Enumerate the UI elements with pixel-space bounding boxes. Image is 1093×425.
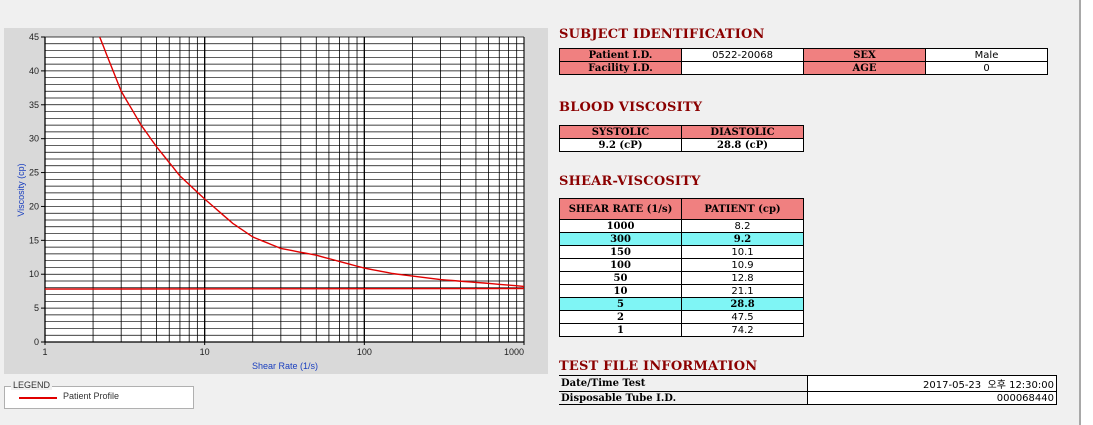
shear-rate-cell: 1 [559, 323, 682, 337]
y-tick-label: 5 [34, 303, 39, 313]
y-tick-label: 25 [29, 168, 39, 178]
diastolic-value: 28.8 (cP) [681, 138, 804, 152]
shear-rate-cell: 50 [559, 271, 682, 285]
y-tick-label: 30 [29, 134, 39, 144]
shear-row: 5 28.8 [559, 297, 804, 311]
tube-id-value: 000068440 [807, 391, 1057, 405]
shear-row: 10 21.1 [559, 284, 804, 298]
sex-value: Male [925, 48, 1048, 62]
patient-cp-cell: 28.8 [681, 297, 804, 311]
x-tick-label: 1 [42, 347, 47, 357]
patient-cp-header: PATIENT (cp) [681, 198, 804, 220]
patient-cp-cell: 74.2 [681, 323, 804, 337]
blood-viscosity-table: SYSTOLIC DIASTOLIC 9.2 (cP) 28.8 (cP) [559, 125, 804, 152]
shear-row: 300 9.2 [559, 232, 804, 246]
patient-cp-cell: 12.8 [681, 271, 804, 285]
y-tick-label: 20 [29, 201, 39, 211]
y-tick-label: 40 [29, 66, 39, 76]
shear-rate-header: SHEAR RATE (1/s) [559, 198, 682, 220]
sex-label: SEX [803, 48, 926, 62]
age-label: AGE [803, 61, 926, 75]
shear-rate-cell: 150 [559, 245, 682, 259]
plot-area [45, 37, 524, 342]
axes [44, 37, 524, 343]
blood-viscosity-title: BLOOD VISCOSITY [559, 100, 703, 115]
systolic-value: 9.2 (cP) [559, 138, 682, 152]
x-axis-title: Shear Rate (1/s) [252, 361, 318, 371]
patient-cp-cell: 8.2 [681, 219, 804, 233]
patient-cp-cell: 21.1 [681, 284, 804, 298]
shear-viscosity-table: SHEAR RATE (1/s) PATIENT (cp) 1000 8.2 300… [559, 198, 804, 337]
tick-labels: 1 10 100 1000 0 5 10 15 20 25 30 35 40 45 [29, 32, 525, 357]
age-value: 0 [925, 61, 1048, 75]
series-lines [44, 36, 525, 290]
shear-rate-cell: 300 [559, 232, 682, 246]
shear-viscosity-rows: 1000 8.2 300 9.2 150 10.1 100 10.9 50 12.8 10 21.1 5… [559, 219, 804, 337]
baseline-series-line [44, 287, 525, 290]
datetime-label: Date/Time Test [559, 375, 808, 392]
legend-title: LEGEND [11, 380, 53, 390]
shear-row: 1 74.2 [559, 323, 804, 337]
shear-row: 150 10.1 [559, 245, 804, 259]
grid-lines [44, 36, 525, 343]
y-tick-label: 0 [34, 337, 39, 347]
chart-legend: LEGEND Patient Profile [4, 380, 194, 409]
test-file-information-title: TEST FILE INFORMATION [559, 359, 758, 374]
shear-row: 50 12.8 [559, 271, 804, 285]
shear-row: 1000 8.2 [559, 219, 804, 233]
y-tick-label: 45 [29, 32, 39, 42]
test-file-table: Date/Time Test 2017-05-23 오후 12:30:00 Di… [559, 375, 1057, 405]
datetime-value: 2017-05-23 오후 12:30:00 [807, 375, 1057, 392]
systolic-label: SYSTOLIC [559, 125, 682, 139]
shear-rate-cell: 2 [559, 310, 682, 324]
x-tick-label: 100 [357, 347, 372, 357]
x-tick-label: 1000 [504, 347, 524, 357]
legend-swatch [19, 397, 57, 399]
legend-entry-label: Patient Profile [63, 391, 120, 401]
facility-id-value [681, 61, 804, 75]
x-tick-label: 10 [200, 347, 210, 357]
shear-rate-cell: 5 [559, 297, 682, 311]
subject-table: Patient I.D. 0522-20068 SEX Male Facilit… [559, 48, 1048, 75]
shear-rate-cell: 100 [559, 258, 682, 272]
patient-cp-cell: 47.5 [681, 310, 804, 324]
y-tick-label: 35 [29, 100, 39, 110]
shear-row: 100 10.9 [559, 258, 804, 272]
y-axis-title: Viscosity (cp) [16, 163, 26, 216]
viscosity-chart-panel: 1 10 100 1000 0 5 10 15 20 25 30 35 40 45 Shear Rate … [4, 28, 548, 374]
facility-id-label: Facility I.D. [559, 61, 682, 75]
patient-cp-cell: 9.2 [681, 232, 804, 246]
diastolic-label: DIASTOLIC [681, 125, 804, 139]
patient-cp-cell: 10.1 [681, 245, 804, 259]
subject-identification-title: SUBJECT IDENTIFICATION [559, 27, 765, 42]
shear-viscosity-title: SHEAR-VISCOSITY [559, 174, 701, 189]
shear-row: 2 47.5 [559, 310, 804, 324]
patient-id-value: 0522-20068 [681, 48, 804, 62]
y-tick-label: 10 [29, 269, 39, 279]
patient-id-label: Patient I.D. [559, 48, 682, 62]
y-tick-label: 15 [29, 235, 39, 245]
viscosity-chart: 1 10 100 1000 0 5 10 15 20 25 30 35 40 45 Shear Rate … [16, 32, 525, 371]
shear-rate-cell: 10 [559, 284, 682, 298]
shear-rate-cell: 1000 [559, 219, 682, 233]
patient-cp-cell: 10.9 [681, 258, 804, 272]
patient-profile-series-line [99, 36, 525, 288]
scrollbar-track[interactable] [1081, 0, 1093, 425]
tube-id-label: Disposable Tube I.D. [559, 391, 808, 405]
window-divider [1079, 0, 1081, 425]
